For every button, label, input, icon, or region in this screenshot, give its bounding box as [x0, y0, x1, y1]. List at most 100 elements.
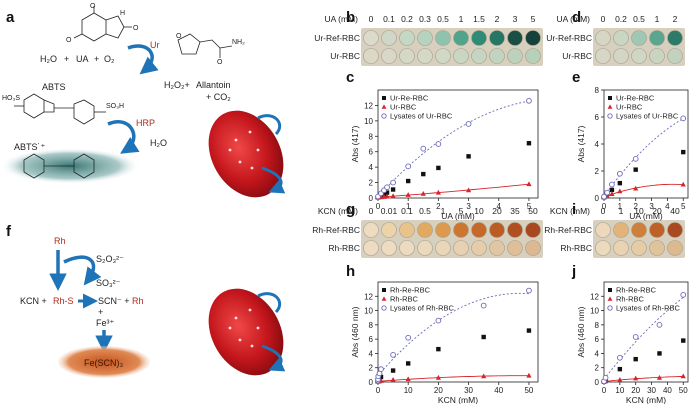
loaded-enzyme-dots — [228, 130, 260, 170]
data-point — [405, 376, 411, 382]
data-point — [390, 352, 396, 358]
plate-well — [381, 222, 397, 238]
plate-well — [381, 240, 397, 256]
plate-well — [435, 48, 451, 64]
data-point — [405, 178, 411, 184]
series-2 — [601, 292, 687, 385]
plate-conc-label: 10 — [474, 206, 484, 216]
data-point — [526, 141, 532, 146]
series-0 — [375, 141, 532, 200]
data-point — [681, 338, 686, 343]
data-point — [390, 377, 396, 382]
legend-label: Rh-Re-RBC — [616, 286, 657, 295]
plate-well — [525, 222, 541, 238]
data-point — [632, 156, 639, 162]
series-0 — [601, 149, 686, 200]
rh-regenerated: Rh — [132, 296, 144, 306]
x-tick-label: 5 — [681, 202, 686, 211]
fit-line — [377, 375, 529, 382]
panel-label-j: j — [571, 263, 576, 280]
x-tick-label: 4 — [665, 202, 670, 211]
data-point — [616, 354, 623, 361]
plate-conc-label: 20 — [652, 206, 662, 216]
svg-text:+: + — [64, 54, 69, 64]
plate-conc-label: 1 — [619, 206, 624, 216]
plate-well — [435, 30, 451, 46]
plate-conc-label: 0 — [369, 14, 374, 24]
data-point — [617, 180, 623, 186]
plate-conc-label: 5 — [459, 206, 464, 216]
y-tick-label: 8 — [369, 132, 374, 141]
y-tick-label: 6 — [369, 335, 374, 344]
svg-text:H: H — [120, 10, 125, 17]
plate-well — [453, 30, 469, 46]
fit-line — [377, 183, 529, 198]
data-point — [680, 115, 687, 122]
plate-conc-label: 50 — [528, 206, 538, 216]
sulfite: SO₃²⁻ — [96, 278, 121, 288]
plate-conc-label: 0.1 — [401, 206, 413, 216]
abts-radical-label: ABTS˙⁺ — [14, 142, 46, 152]
data-point — [481, 334, 486, 340]
data-point — [420, 190, 426, 196]
data-point — [657, 351, 662, 356]
legend-marker — [607, 296, 613, 301]
data-point — [617, 377, 623, 382]
data-point — [680, 181, 686, 187]
x-tick-label: 50 — [524, 386, 533, 395]
y-tick-label: 0 — [595, 378, 600, 387]
x-tick-label: 2 — [633, 202, 638, 211]
plate-well — [595, 48, 611, 64]
data-point — [390, 179, 396, 186]
plate-b: UA (mM) 0 0.1 0.2 0.3 0.5 1 1.5 2 3 5 Ur-Ref-RBC Ur-… — [314, 14, 543, 66]
x-tick-label: 0 — [602, 202, 607, 211]
hrp-arrow — [107, 120, 140, 154]
data-point — [405, 334, 412, 341]
plate-well — [381, 48, 397, 64]
plate-well — [595, 30, 611, 46]
plate-conc-label: 3 — [513, 14, 518, 24]
plate-conc-label: 5 — [531, 14, 536, 24]
data-point — [616, 170, 623, 177]
abts-structure — [14, 93, 106, 125]
fit-line — [603, 183, 684, 198]
y-axis-label: Abs (417) — [350, 125, 360, 162]
plate-well — [399, 222, 415, 238]
plate-conc-label: 10 — [634, 206, 644, 216]
data-point — [384, 184, 390, 191]
panel-label-d: d — [572, 9, 581, 26]
plate-row-label: Ur-Ref-RBC — [546, 33, 592, 43]
y-tick-label: 10 — [364, 307, 373, 316]
fit-line — [377, 100, 529, 198]
legend-label: Ur-Re-RBC — [616, 94, 655, 103]
plate-well — [631, 240, 647, 256]
data-point — [609, 191, 615, 196]
fit-line — [603, 118, 684, 197]
data-point — [604, 189, 611, 196]
data-point — [378, 366, 384, 372]
ferric-thiocyanate: Fe(SCN)₃ — [84, 358, 123, 368]
y-tick-label: 2 — [369, 179, 374, 188]
data-point — [681, 149, 686, 155]
ferric-thiocyanate-glow — [58, 346, 150, 378]
plate-conc-label: 40 — [670, 206, 680, 216]
plate-row-label: Ur-RBC — [562, 51, 592, 61]
series-0 — [375, 328, 532, 384]
eq-h2o2: H₂O₂+ — [164, 80, 190, 90]
x-tick-label: 40 — [663, 386, 672, 395]
data-point — [617, 188, 623, 194]
plate-well — [507, 30, 523, 46]
x-tick-label: 40 — [494, 386, 503, 395]
loaded-enzyme-dots — [228, 308, 260, 348]
plot-frame — [377, 89, 539, 199]
plate-conc-label: 0 — [601, 14, 606, 24]
y-axis-label: Abs (417) — [576, 125, 586, 162]
x-tick-label: 0 — [376, 386, 381, 395]
x-tick-label: 10 — [404, 386, 413, 395]
plate-well — [525, 240, 541, 256]
y-tick-label: 4 — [595, 349, 600, 358]
legend-label: Rh-RBC — [616, 295, 645, 304]
plate-well — [595, 240, 611, 256]
data-point — [405, 361, 411, 366]
